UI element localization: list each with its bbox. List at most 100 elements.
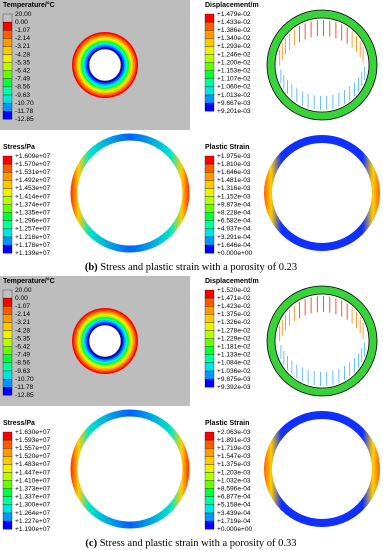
legend-swatch xyxy=(204,188,215,197)
legend-swatch xyxy=(2,155,13,165)
legend-swatch xyxy=(2,322,13,331)
legend-swatch xyxy=(2,163,13,173)
legend-swatch xyxy=(2,220,13,230)
legend-swatch xyxy=(2,504,13,514)
legend-label: +1.479e-02 xyxy=(217,11,251,18)
legend-label: -4.28 xyxy=(15,327,30,334)
legend-label: +5.158e-04 xyxy=(217,502,251,509)
legend-swatch xyxy=(2,512,13,522)
legend-label: +1.340e-02 xyxy=(217,35,251,42)
legend-swatch xyxy=(2,480,13,489)
legend-swatch xyxy=(2,78,13,88)
legend-label: +8.596e-04 xyxy=(217,485,251,492)
legend-label: +1.257e+07 xyxy=(15,226,51,233)
legend-label: -1.07 xyxy=(15,27,30,34)
legend-swatch xyxy=(204,504,215,514)
legend-label: +1.810e-03 xyxy=(217,161,251,168)
caption-text: Stress and plastic strain with a porosit… xyxy=(100,538,297,549)
legend-swatch xyxy=(2,314,13,323)
legend-label: -7.49 xyxy=(15,76,30,83)
legend-swatch xyxy=(2,464,13,473)
legend-label: -2.14 xyxy=(15,35,30,42)
legend-label: 20.00 xyxy=(15,287,32,294)
legend-label: -1.07 xyxy=(15,303,30,310)
legend-label: +1.975e-03 xyxy=(217,153,251,160)
legend-swatch xyxy=(2,228,13,238)
legend-label: +9.875e-03 xyxy=(217,376,251,383)
legend-label: +1.453e+07 xyxy=(15,185,51,192)
legend-swatch xyxy=(2,496,13,506)
legend-label: +1.335e+07 xyxy=(15,209,51,216)
legend-label: -7.49 xyxy=(15,352,30,359)
legend-label: +1.296e+07 xyxy=(15,218,51,225)
legend-label: +1.203e-03 xyxy=(217,469,251,476)
legend-label: -5.35 xyxy=(15,335,30,342)
legend-label: +1.264e+07 xyxy=(15,510,51,517)
legend-swatch xyxy=(2,102,13,112)
legend-label: +1.218e+07 xyxy=(15,234,51,241)
legend-swatch xyxy=(204,322,215,331)
legend-swatch xyxy=(204,70,215,79)
legend-label: +1.300e+07 xyxy=(15,502,51,509)
legend-label: -10.70 xyxy=(15,376,34,383)
legend-swatch xyxy=(2,456,13,465)
legend-label: +1.278e-02 xyxy=(217,327,251,334)
legend-swatch xyxy=(2,370,13,380)
legend-swatch xyxy=(204,180,215,189)
legend-label: -9.63 xyxy=(15,368,30,375)
legend-swatch xyxy=(2,111,13,120)
legend-label: -11.78 xyxy=(15,384,34,391)
legend-swatch xyxy=(204,456,215,465)
legend-label: +1.719e-04 xyxy=(217,518,251,525)
legend-swatch xyxy=(2,354,13,364)
ring xyxy=(70,409,190,529)
ring xyxy=(264,135,380,251)
legend-swatch xyxy=(204,78,215,88)
legend-swatch xyxy=(204,172,215,181)
legend-label: +1.036e-02 xyxy=(217,368,251,375)
legend-swatch xyxy=(204,38,215,47)
legend-swatch xyxy=(204,346,215,355)
legend-label: 0.00 xyxy=(15,19,28,26)
legend-swatch xyxy=(2,188,13,197)
legend-label: -12.85 xyxy=(15,392,34,399)
legend-swatch xyxy=(204,520,215,530)
legend-swatch xyxy=(2,289,13,299)
legend-swatch xyxy=(2,378,13,388)
legend-label: +1.227e+07 xyxy=(15,518,51,525)
legend-label: -8.56 xyxy=(15,84,30,91)
legend-label: +1.374e+07 xyxy=(15,201,51,208)
legend-swatch xyxy=(204,21,215,31)
legend-label: -6.42 xyxy=(15,343,30,350)
legend-swatch xyxy=(204,228,215,238)
caption: (c) Stress and plastic strain with a por… xyxy=(85,538,296,549)
legend-label: +1.013e-02 xyxy=(217,92,251,99)
legend-swatch xyxy=(2,306,13,315)
legend-swatch xyxy=(204,480,215,489)
legend-title: Temperature/°C xyxy=(3,1,55,9)
legend-swatch xyxy=(204,464,215,473)
ring-edge xyxy=(266,285,378,397)
legend-label: -9.63 xyxy=(15,92,30,99)
legend-swatch xyxy=(2,180,13,189)
legend-label: +1.178e+07 xyxy=(15,242,51,249)
legend-label: -3.21 xyxy=(15,43,30,50)
legend-label: +0.000e+00 xyxy=(217,526,253,533)
legend-label: +1.293e-02 xyxy=(217,43,251,50)
legend-swatch xyxy=(2,520,13,530)
legend-swatch xyxy=(204,236,215,246)
legend-swatch xyxy=(2,13,13,23)
legend-swatch xyxy=(204,220,215,230)
legend-title: Displacement/m xyxy=(205,278,259,285)
legend-label: +1.423e-02 xyxy=(217,303,251,310)
legend-swatch xyxy=(204,378,215,388)
legend-swatch xyxy=(2,30,13,39)
legend-label: +1.719e-03 xyxy=(217,445,251,452)
legend-label: +1.316e-03 xyxy=(217,185,251,192)
legend-swatch xyxy=(2,472,13,481)
legend-label: +1.181e-02 xyxy=(217,343,251,350)
legend-swatch xyxy=(2,431,13,441)
legend-swatch xyxy=(204,512,215,522)
